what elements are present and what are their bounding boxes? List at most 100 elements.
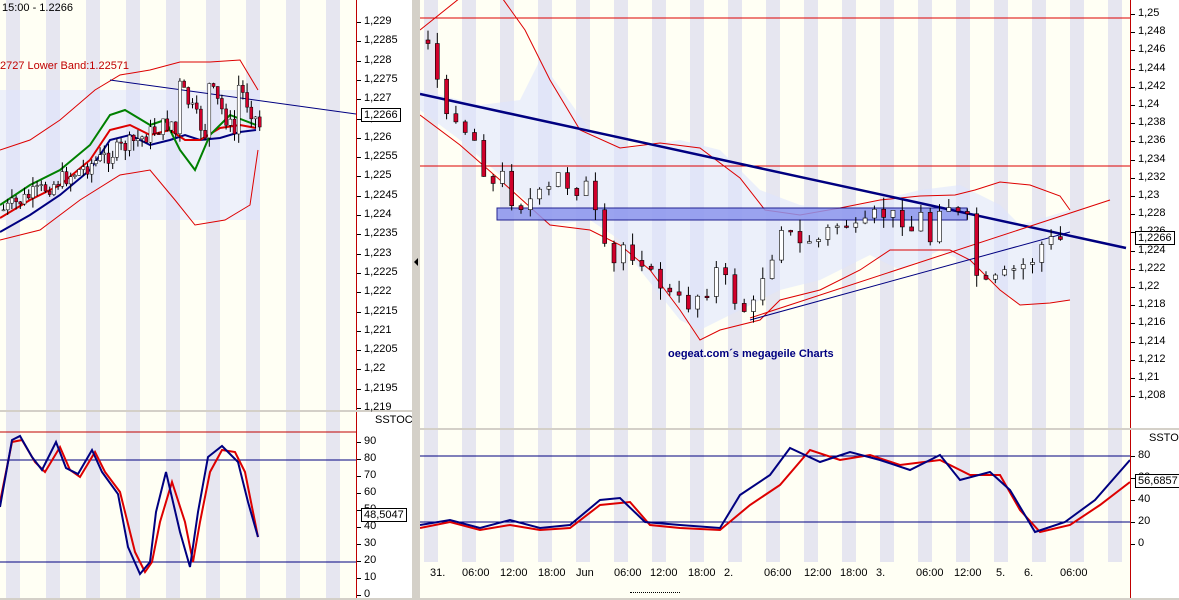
right-price-tickmark bbox=[1131, 86, 1135, 88]
time-tick-label: Jun bbox=[576, 567, 594, 579]
candle-body bbox=[686, 294, 691, 310]
candle-body bbox=[85, 166, 90, 175]
left-price-tickmark bbox=[357, 215, 361, 216]
time-stripe bbox=[576, 430, 590, 562]
candle-body bbox=[462, 121, 468, 133]
time-stripe bbox=[246, 412, 260, 598]
candle-body bbox=[73, 175, 77, 177]
right-price-tickmark bbox=[1131, 250, 1135, 252]
time-axis[interactable]: 31. 06:00 12:00 18:00 Jun 06:00 12:00 18:00 2. 06… bbox=[420, 562, 1130, 598]
candle-body bbox=[602, 209, 607, 244]
right-indicator-panel[interactable] bbox=[420, 430, 1130, 562]
left-price-tickmark bbox=[357, 176, 361, 178]
candle-body bbox=[555, 172, 561, 187]
candle-body bbox=[769, 259, 775, 279]
left-price-tickmark bbox=[357, 99, 361, 101]
right-price-tick-label: 1,216 bbox=[1138, 316, 1166, 329]
candle-body bbox=[797, 231, 803, 244]
left-stochastic-chart bbox=[0, 412, 356, 598]
candle-body bbox=[723, 267, 728, 276]
left-price-tick-label: 1,2255 bbox=[364, 150, 398, 163]
right-price-tick-label: 1,21 bbox=[1138, 371, 1160, 383]
candle-body bbox=[26, 193, 31, 199]
left-indicator-tick-label: 40 bbox=[364, 520, 377, 532]
left-indicator-axis[interactable]: SSTOC 9080706050403020100 48,5047 bbox=[356, 412, 413, 600]
candle-body bbox=[639, 260, 645, 267]
candle-body bbox=[241, 85, 245, 93]
upper-band bbox=[0, 59, 259, 151]
candle-body bbox=[537, 188, 542, 200]
time-stripe bbox=[766, 430, 780, 562]
left-indicator-tick-label: 60 bbox=[364, 486, 377, 498]
candle-body bbox=[68, 176, 73, 185]
time-tick-label: 18:00 bbox=[840, 567, 868, 579]
candle-body bbox=[946, 207, 952, 212]
time-stripe bbox=[326, 412, 340, 598]
right-price-tick-label: 1,236 bbox=[1138, 134, 1166, 147]
support-zone bbox=[496, 207, 968, 221]
right-indicator-tickmark bbox=[1131, 478, 1135, 479]
right-price-tickmark bbox=[1131, 359, 1135, 361]
left-price-panel[interactable]: 15:00 - 1.2266 2727 Lower Band:1.22571 bbox=[0, 0, 356, 410]
candle-body bbox=[102, 152, 107, 155]
time-tick-label: 6. bbox=[1024, 567, 1034, 579]
time-stripe bbox=[286, 0, 300, 410]
stoch-signal bbox=[420, 448, 1130, 534]
scroll-handle-icon[interactable] bbox=[630, 592, 680, 597]
time-stripe bbox=[86, 412, 100, 598]
candle-body bbox=[144, 136, 149, 143]
candle-body bbox=[140, 136, 144, 140]
left-price-tick-label: 1,222 bbox=[364, 285, 392, 298]
candle-body bbox=[500, 170, 505, 184]
right-price-tickmark bbox=[1131, 341, 1135, 343]
candle-body bbox=[39, 184, 44, 186]
candle-body bbox=[732, 274, 738, 304]
right-price-tick-label: 1,214 bbox=[1138, 334, 1166, 347]
pane-splitter[interactable] bbox=[412, 0, 420, 598]
right-price-axis[interactable]: 1,25 1,248 1,246 1,244 1,242 1,24 1,238 1,236 1,… bbox=[1130, 0, 1179, 428]
candle-body bbox=[215, 86, 220, 99]
candle-body bbox=[56, 184, 60, 187]
candle-body bbox=[490, 176, 496, 184]
left-indicator-tick-label: 20 bbox=[364, 554, 377, 566]
right-indicator-tickmark bbox=[1131, 522, 1135, 523]
candle-body bbox=[186, 87, 191, 105]
right-price-tickmark bbox=[1131, 378, 1135, 379]
candle-body bbox=[853, 222, 859, 228]
candle-body bbox=[444, 78, 449, 115]
right-price-panel[interactable]: oegeat.com´s megageile Charts bbox=[420, 0, 1130, 428]
right-price-tickmark bbox=[1131, 159, 1135, 161]
corner-box bbox=[1130, 562, 1179, 598]
right-price-tick-label: 1,23 bbox=[1138, 189, 1160, 201]
time-tick-label: 06:00 bbox=[462, 567, 490, 579]
time-stripe bbox=[994, 430, 1008, 562]
candle-body bbox=[1030, 262, 1035, 265]
left-indicator-panel[interactable] bbox=[0, 412, 356, 598]
left-price-tickmark bbox=[357, 195, 361, 197]
candle-body bbox=[127, 134, 132, 151]
right-price-tick-label: 1,212 bbox=[1138, 352, 1166, 365]
left-price-tick-label: 1,2285 bbox=[364, 34, 398, 47]
left-price-tickmark bbox=[357, 157, 361, 159]
candle-body bbox=[713, 267, 719, 297]
candle-body bbox=[207, 83, 212, 139]
candle-body bbox=[10, 197, 14, 204]
left-price-axis[interactable]: 1,2291,22851,2281,22751,2271,22651,2261,… bbox=[356, 0, 413, 413]
candle-body bbox=[890, 210, 896, 218]
left-indicator-tickmark bbox=[357, 578, 361, 579]
right-price-tick-label: 1,234 bbox=[1138, 152, 1166, 165]
left-price-tickmark bbox=[357, 79, 361, 81]
right-indicator-tickmark bbox=[1131, 456, 1135, 457]
candle-body bbox=[115, 141, 119, 158]
right-indicator-axis[interactable]: SSTO 806040200 56,6857 bbox=[1130, 430, 1179, 562]
left-indicator-tick-label: 70 bbox=[364, 469, 377, 481]
candle-body bbox=[779, 230, 784, 261]
right-price-tickmark bbox=[1131, 14, 1135, 15]
right-stochastic-chart bbox=[420, 430, 1130, 562]
time-stripe bbox=[1070, 0, 1084, 428]
candle-body bbox=[77, 169, 81, 176]
trend-line bbox=[109, 79, 356, 115]
left-price-tick-label: 1,228 bbox=[364, 53, 392, 66]
right-price-tick-label: 1,208 bbox=[1138, 389, 1166, 402]
candle-body bbox=[199, 108, 203, 131]
